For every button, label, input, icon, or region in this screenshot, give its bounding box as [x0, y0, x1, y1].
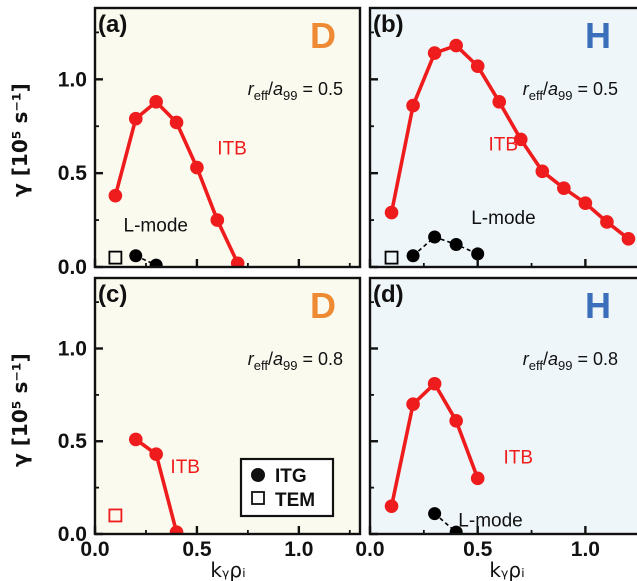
- plot-area: [108, 95, 245, 267]
- data-point-itb: [149, 95, 163, 109]
- data-point-itb: [449, 414, 463, 428]
- data-point-itb: [149, 447, 163, 462]
- y-tick-label: 0.0: [58, 256, 87, 279]
- data-point-l-mode: [449, 237, 463, 251]
- data-point-tem: [384, 250, 399, 265]
- data-point-l-mode: [449, 525, 463, 534]
- data-point-itb: [128, 111, 143, 126]
- data-point-l-mode: [471, 247, 485, 261]
- isotope-label: D: [310, 285, 336, 326]
- x-tick-label: 0.0: [80, 538, 109, 561]
- data-point-l-mode: [129, 249, 143, 263]
- data-point-l-mode: [149, 258, 163, 267]
- x-tick-label: 0.5: [182, 538, 212, 561]
- plot-area: [108, 432, 184, 534]
- y-tick-label: 1.0: [58, 68, 87, 91]
- radius-label: reff/a99 = 0.5: [523, 79, 618, 103]
- panel-label: (d): [373, 281, 404, 308]
- y-tick-label: 0.5: [58, 430, 88, 453]
- data-point-itb: [384, 499, 399, 513]
- data-point-itb: [190, 160, 204, 175]
- data-point-itb: [492, 95, 507, 109]
- data-point-itb: [513, 132, 528, 147]
- annotation-itb: ITB: [488, 135, 518, 156]
- annotation-l-mode: L-mode: [471, 208, 535, 229]
- x-axis-label-left: kᵧρᵢ: [210, 558, 245, 581]
- panel-background: [370, 8, 637, 267]
- y-tick-label: 0.5: [58, 162, 88, 185]
- y-tick-label: 1.0: [58, 337, 87, 360]
- data-point-itb: [578, 196, 593, 210]
- panel-frame: [93, 276, 362, 536]
- data-point-l-mode: [428, 230, 442, 244]
- data-point-itb: [210, 213, 225, 227]
- legend-tem-label: TEM: [275, 490, 315, 511]
- data-point-itb: [427, 376, 442, 391]
- panel-label: (a): [98, 11, 127, 38]
- panel-frame: [93, 6, 362, 269]
- data-point-itb: [427, 46, 442, 60]
- panel-frame: [368, 276, 637, 536]
- data-point-itb: [128, 432, 143, 447]
- panel-label: (b): [373, 11, 404, 38]
- legend-tem-marker: [251, 491, 265, 505]
- data-point-itb: [169, 115, 184, 130]
- legend-itg-label: ITG: [275, 466, 307, 487]
- plot-area: [384, 376, 485, 534]
- radius-label: reff/a99 = 0.8: [248, 349, 343, 373]
- data-point-l-mode: [428, 507, 442, 521]
- annotation-l-mode: L-mode: [124, 215, 188, 236]
- isotope-label: D: [310, 15, 336, 56]
- x-tick-label: 0.5: [463, 538, 493, 561]
- panel-background: [95, 8, 360, 267]
- isotope-label: H: [585, 15, 611, 56]
- radius-label: reff/a99 = 0.5: [248, 79, 343, 103]
- data-point-itb: [384, 205, 399, 220]
- series-line-l-mode: [412, 236, 479, 257]
- x-axis-label-right: kᵧρᵢ: [489, 558, 524, 581]
- annotation-l-mode: L-mode: [458, 511, 522, 532]
- data-point-itb: [108, 188, 123, 203]
- data-point-itb: [557, 181, 571, 195]
- data-point-tem: [108, 508, 123, 523]
- annotation-itb: ITB: [217, 138, 247, 159]
- x-tick-label: 0.0: [355, 538, 384, 561]
- legend: ITG TEM: [239, 457, 335, 518]
- legend-itg-marker: [251, 468, 265, 482]
- data-point-itb: [470, 59, 485, 73]
- y-tick-label: 0.0: [58, 523, 87, 546]
- data-point-itb: [449, 38, 463, 53]
- isotope-label: H: [585, 285, 611, 326]
- panel-frame: [368, 6, 637, 269]
- data-point-itb: [406, 98, 420, 113]
- plot-area: [384, 38, 636, 265]
- panel-label: (c): [98, 281, 127, 308]
- data-point-itb: [600, 215, 614, 229]
- radius-label: reff/a99 = 0.8: [523, 349, 618, 373]
- x-tick-label: 1.0: [284, 538, 313, 561]
- annotation-itb: ITB: [170, 457, 200, 478]
- y-axis-label-bottom: γ [10⁵ s⁻¹]: [8, 353, 32, 467]
- x-tick-label: 1.0: [571, 538, 600, 561]
- data-point-tem: [108, 250, 123, 265]
- data-point-itb: [470, 471, 485, 486]
- data-point-itb: [535, 164, 550, 179]
- data-point-itb: [621, 232, 636, 246]
- data-point-itb: [169, 525, 184, 534]
- annotation-itb: ITB: [504, 448, 534, 469]
- data-point-itb: [406, 397, 420, 411]
- y-axis-label-top: γ [10⁵ s⁻¹]: [8, 83, 32, 197]
- data-point-itb: [230, 256, 245, 267]
- data-point-l-mode: [406, 249, 420, 263]
